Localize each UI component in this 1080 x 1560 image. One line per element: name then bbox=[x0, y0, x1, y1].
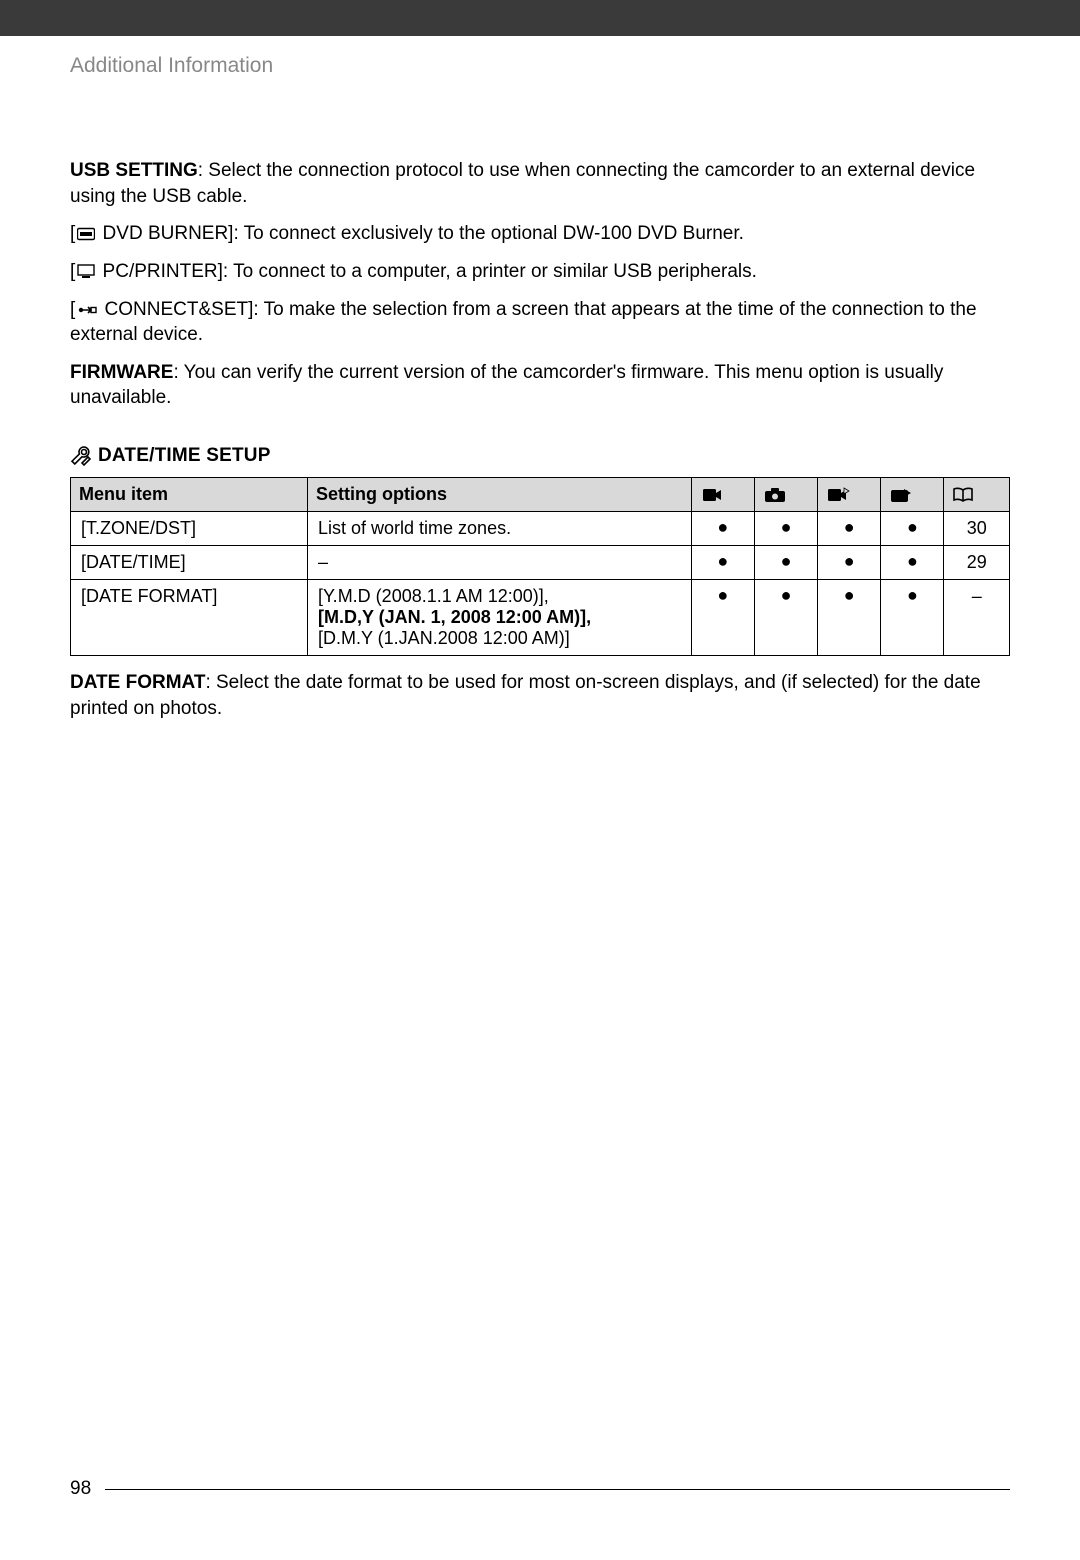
cell-page: 29 bbox=[944, 546, 1010, 580]
page-content: Additional Information USB SETTING: Sele… bbox=[0, 36, 1080, 721]
section-header: Additional Information bbox=[70, 54, 1010, 78]
th-options: Setting options bbox=[308, 478, 692, 512]
th-menu: Menu item bbox=[71, 478, 308, 512]
footer-rule bbox=[105, 1489, 1010, 1490]
th-photo-play-icon bbox=[881, 478, 944, 512]
cell-options: [Y.M.D (2008.1.1 AM 12:00)], [M.D,Y (JAN… bbox=[308, 580, 692, 656]
table-header-row: Menu item Setting options bbox=[71, 478, 1010, 512]
date-format-title: DATE FORMAT bbox=[70, 672, 205, 693]
usb-opt-dvdburner: [ DVD BURNER]: To connect exclusively to… bbox=[70, 221, 1010, 247]
firmware-title: FIRMWARE bbox=[70, 362, 173, 383]
page-footer: 98 bbox=[70, 1478, 1010, 1500]
cell-menu: [T.ZONE/DST] bbox=[71, 512, 308, 546]
table-row: [T.ZONE/DST] List of world time zones. ●… bbox=[71, 512, 1010, 546]
cell-menu: [DATE/TIME] bbox=[71, 546, 308, 580]
disc-icon bbox=[77, 227, 95, 241]
cell-mark: ● bbox=[754, 546, 817, 580]
datetime-table: Menu item Setting options bbox=[70, 477, 1010, 656]
cell-options: List of world time zones. bbox=[308, 512, 692, 546]
cell-page: 30 bbox=[944, 512, 1010, 546]
cell-mark: ● bbox=[691, 546, 754, 580]
usb-setting-intro: USB SETTING: Select the connection proto… bbox=[70, 158, 1010, 209]
table-body: [T.ZONE/DST] List of world time zones. ●… bbox=[71, 512, 1010, 656]
th-book-icon bbox=[944, 478, 1010, 512]
date-format-footnote: DATE FORMAT: Select the date format to b… bbox=[70, 670, 1010, 721]
cell-mark: ● bbox=[818, 580, 881, 656]
usb-setting-title: USB SETTING bbox=[70, 160, 198, 181]
cell-options: – bbox=[308, 546, 692, 580]
usb-opt-pcprinter: [ PC/PRINTER]: To connect to a computer,… bbox=[70, 259, 1010, 285]
table-row: [DATE FORMAT] [Y.M.D (2008.1.1 AM 12:00)… bbox=[71, 580, 1010, 656]
page-number: 98 bbox=[70, 1478, 91, 1500]
cell-page: – bbox=[944, 580, 1010, 656]
th-video-rec-icon bbox=[691, 478, 754, 512]
firmware-text: FIRMWARE: You can verify the current ver… bbox=[70, 360, 1010, 411]
cell-mark: ● bbox=[818, 512, 881, 546]
datetime-heading: DATE/TIME SETUP bbox=[70, 445, 1010, 467]
cell-mark: ● bbox=[754, 580, 817, 656]
pc-icon bbox=[77, 264, 95, 279]
cell-mark: ● bbox=[818, 546, 881, 580]
cell-mark: ● bbox=[691, 512, 754, 546]
table-row: [DATE/TIME] – ● ● ● ● 29 bbox=[71, 546, 1010, 580]
cell-mark: ● bbox=[691, 580, 754, 656]
connect-icon bbox=[77, 303, 97, 317]
th-photo-rec-icon bbox=[754, 478, 817, 512]
th-video-play-icon bbox=[818, 478, 881, 512]
usb-opt-connectset: [ CONNECT&SET]: To make the selection fr… bbox=[70, 297, 1010, 348]
top-bar bbox=[0, 0, 1080, 36]
cell-mark: ● bbox=[881, 580, 944, 656]
cell-menu: [DATE FORMAT] bbox=[71, 580, 308, 656]
cell-mark: ● bbox=[881, 512, 944, 546]
setup-wrench-icon bbox=[70, 445, 92, 467]
cell-mark: ● bbox=[754, 512, 817, 546]
cell-mark: ● bbox=[881, 546, 944, 580]
datetime-heading-text: DATE/TIME SETUP bbox=[98, 445, 271, 467]
